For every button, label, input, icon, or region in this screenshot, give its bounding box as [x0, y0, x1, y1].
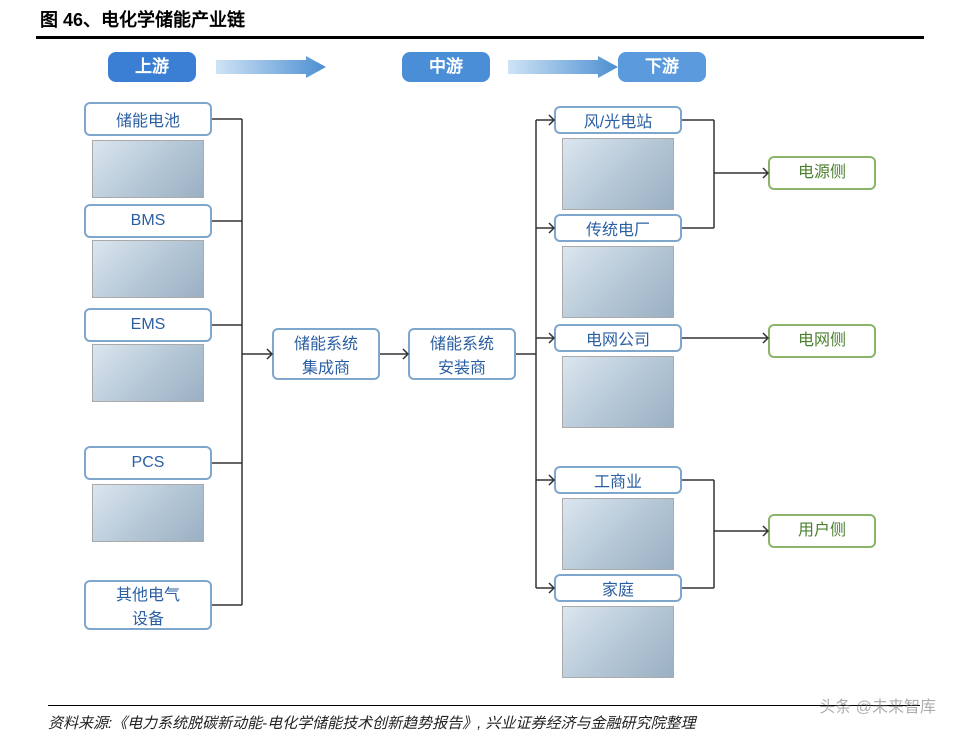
side-power-supply: 电源侧	[768, 156, 876, 190]
image-battery	[92, 140, 204, 198]
side-user: 用户侧	[768, 514, 876, 548]
node-system-installer: 储能系统 安装商	[408, 328, 516, 380]
image-grid	[562, 356, 674, 428]
node-traditional-plant: 传统电厂	[554, 214, 682, 242]
image-pcs	[92, 484, 204, 542]
node-other-equipment: 其他电气 设备	[84, 580, 212, 630]
image-bms	[92, 240, 204, 298]
side-grid: 电网侧	[768, 324, 876, 358]
node-grid-company: 电网公司	[554, 324, 682, 352]
stage-upstream: 上游	[108, 52, 196, 82]
image-ems	[92, 344, 204, 402]
source-citation: 资料来源:《电力系统脱碳新动能-电化学储能技术创新趋势报告》, 兴业证券经济与金…	[48, 705, 920, 733]
stage-downstream: 下游	[618, 52, 706, 82]
figure-title: 图 46、电化学储能产业链	[0, 0, 960, 36]
node-household: 家庭	[554, 574, 682, 602]
image-household	[562, 606, 674, 678]
node-system-integrator: 储能系统 集成商	[272, 328, 380, 380]
title-underline	[36, 36, 924, 39]
node-wind-solar: 风/光电站	[554, 106, 682, 134]
stage-midstream: 中游	[402, 52, 490, 82]
image-traditional-plant	[562, 246, 674, 318]
node-pcs: PCS	[84, 446, 212, 480]
watermark: 头条 @未来智库	[819, 693, 936, 717]
image-wind-solar	[562, 138, 674, 210]
node-bms: BMS	[84, 204, 212, 238]
node-storage-battery: 储能电池	[84, 102, 212, 136]
node-commercial: 工商业	[554, 466, 682, 494]
stage-arrow-1	[216, 56, 326, 78]
node-ems: EMS	[84, 308, 212, 342]
stage-arrow-2	[508, 56, 618, 78]
image-commercial	[562, 498, 674, 570]
